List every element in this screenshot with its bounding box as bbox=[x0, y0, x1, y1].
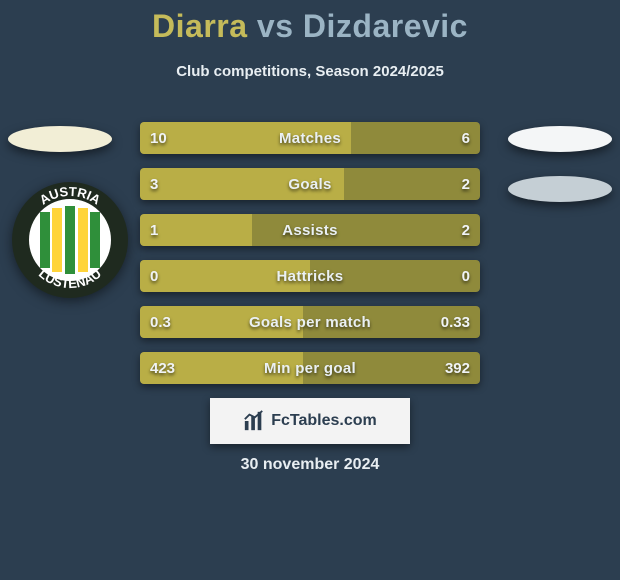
comparison-title: Diarra vs Dizdarevic bbox=[0, 0, 620, 45]
stat-label: Goals per match bbox=[140, 306, 480, 338]
player2-flag-oval bbox=[508, 126, 612, 152]
stats-panel: 106Matches 32Goals 12Assists 00Hattricks 0.3… bbox=[140, 122, 480, 384]
player1-club-badge: AUSTRIA LUSTENAU bbox=[10, 180, 130, 300]
stat-row: 423392Min per goal bbox=[140, 352, 480, 384]
date-label: 30 november 2024 bbox=[0, 456, 620, 474]
stat-label: Assists bbox=[140, 214, 480, 246]
chart-icon bbox=[243, 410, 265, 432]
source-badge: FcTables.com bbox=[210, 398, 410, 444]
stat-label: Goals bbox=[140, 168, 480, 200]
stat-row: 12Assists bbox=[140, 214, 480, 246]
subtitle: Club competitions, Season 2024/2025 bbox=[0, 63, 620, 80]
stat-label: Min per goal bbox=[140, 352, 480, 384]
player1-name: Diarra bbox=[152, 8, 248, 44]
vs-label: vs bbox=[257, 8, 294, 44]
stat-row: 32Goals bbox=[140, 168, 480, 200]
player2-name: Dizdarevic bbox=[303, 8, 468, 44]
player1-flag-oval bbox=[8, 126, 112, 152]
stat-row: 0.30.33Goals per match bbox=[140, 306, 480, 338]
stat-label: Matches bbox=[140, 122, 480, 154]
stat-label: Hattricks bbox=[140, 260, 480, 292]
player2-club-oval bbox=[508, 176, 612, 202]
stat-row: 00Hattricks bbox=[140, 260, 480, 292]
stat-row: 106Matches bbox=[140, 122, 480, 154]
source-brand: FcTables.com bbox=[271, 412, 377, 430]
